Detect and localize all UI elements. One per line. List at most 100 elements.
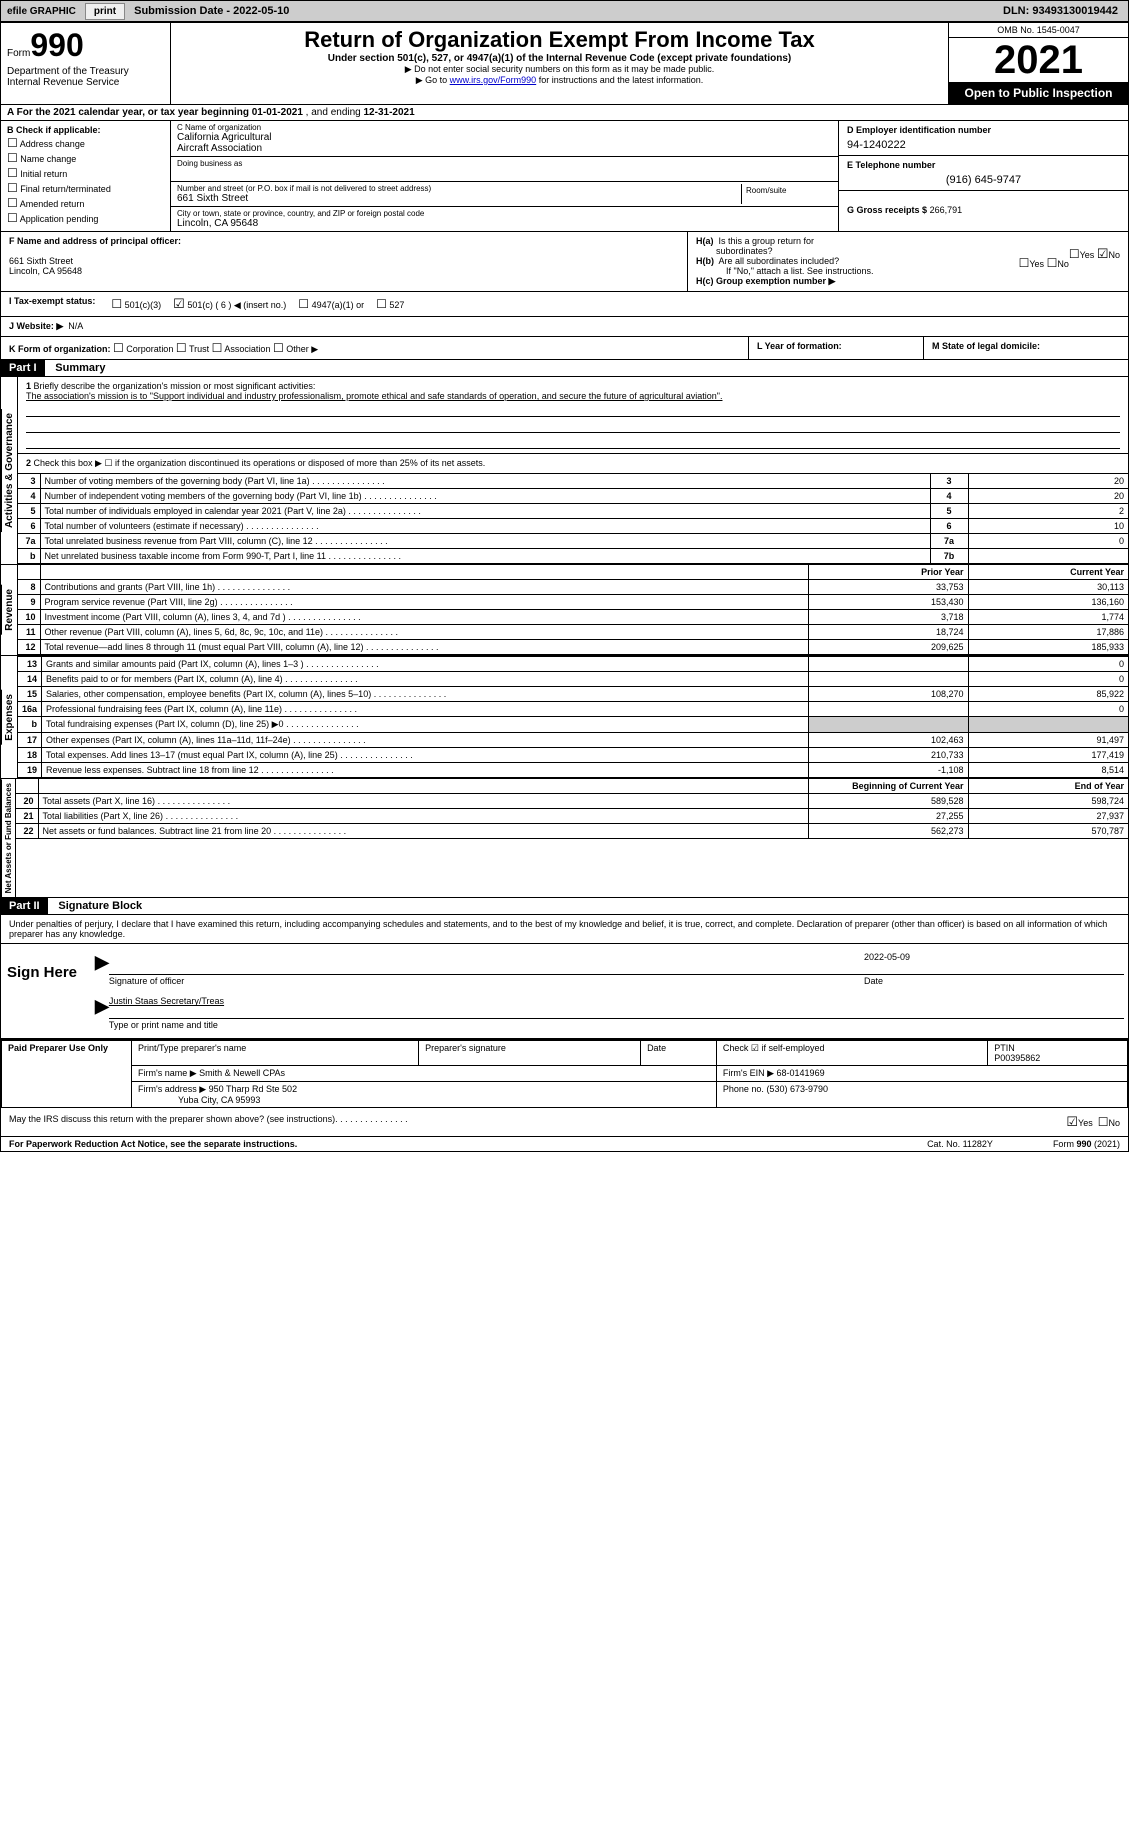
hc-label: H(c) Group exemption number ▶	[696, 276, 835, 286]
principal-officer-label: F Name and address of principal officer:	[9, 236, 181, 246]
vtab-netassets: Net Assets or Fund Balances	[1, 779, 15, 897]
check-self-employed: Check ☑ if self-employed	[716, 1041, 987, 1066]
ein-block: D Employer identification number 94-1240…	[839, 121, 1128, 156]
row-i: I Tax-exempt status: ☐ 501(c)(3) ☑ 501(c…	[1, 292, 1128, 317]
firm-name-cell: Firm's name ▶ Smith & Newell CPAs	[132, 1066, 717, 1082]
ptin-cell: PTINP00395862	[988, 1041, 1128, 1066]
dba-label: Doing business as	[177, 159, 832, 168]
officer-name: Justin Staas Secretary/Treas	[109, 996, 224, 1006]
chk-lbl: Application pending	[20, 214, 99, 224]
form-number: 990	[30, 27, 83, 63]
chk-address-change[interactable]: ☐ Address change	[7, 136, 164, 150]
ein-label: D Employer identification number	[847, 125, 991, 135]
org-name-2: Aircraft Association	[177, 143, 832, 154]
discuss-label: May the IRS discuss this return with the…	[9, 1114, 335, 1130]
header-mid: Return of Organization Exempt From Incom…	[171, 23, 948, 104]
opt-assoc: Association	[224, 344, 270, 354]
row-j: J Website: ▶ N/A	[1, 317, 1128, 337]
chk-lbl: Initial return	[20, 169, 67, 179]
vtab-activities: Activities & Governance	[1, 409, 17, 532]
firm-ein: 68-0141969	[777, 1068, 825, 1078]
ag-table: 3Number of voting members of the governi…	[18, 473, 1128, 564]
tel-label: E Telephone number	[847, 160, 935, 170]
irs-link[interactable]: www.irs.gov/Form990	[450, 75, 537, 85]
no-label: No	[1108, 250, 1120, 260]
opt-527: 527	[389, 300, 404, 310]
chk-lbl: Amended return	[20, 199, 85, 209]
header-left: Form990 Department of the Treasury Inter…	[1, 23, 171, 104]
col-c: C Name of organization California Agricu…	[171, 121, 838, 231]
chk-amended-return[interactable]: ☐ Amended return	[7, 196, 164, 210]
chk-application-pending[interactable]: ☐ Application pending	[7, 211, 164, 225]
officer-addr1: 661 Sixth Street	[9, 256, 73, 266]
table-row: 20Total assets (Part X, line 16)589,5285…	[16, 794, 1128, 809]
dln: DLN: 93493130019442	[1003, 5, 1128, 17]
row-a: A For the 2021 calendar year, or tax yea…	[1, 105, 1128, 121]
form-header: Form990 Department of the Treasury Inter…	[1, 23, 1128, 105]
col-b: B Check if applicable: ☐ Address change …	[1, 121, 171, 231]
line2-block: 2 Check this box ▶ ☐ if the organization…	[18, 454, 1128, 473]
part2-header: Part II	[1, 898, 48, 914]
firm-addr-cell: Firm's address ▶ 950 Tharp Rd Ste 502Yub…	[132, 1082, 717, 1108]
table-row: 6Total number of volunteers (estimate if…	[18, 519, 1128, 534]
form-990: Form990 Department of the Treasury Inter…	[0, 22, 1129, 1152]
city: Lincoln, CA 95648	[177, 218, 832, 229]
tax-year: 2021	[949, 38, 1128, 82]
l1-label: Briefly describe the organization's miss…	[34, 381, 316, 391]
print-button[interactable]: print	[85, 3, 125, 20]
no-label: No	[1108, 1118, 1120, 1128]
table-header: Beginning of Current YearEnd of Year	[16, 779, 1128, 794]
discuss-yesno: ☑Yes ☐No	[1066, 1114, 1120, 1130]
part1-exp: Expenses 13Grants and similar amounts pa…	[1, 656, 1128, 779]
officer-addr2: Lincoln, CA 95648	[9, 266, 82, 276]
l-label: L Year of formation:	[757, 341, 842, 351]
chk-final-return[interactable]: ☐ Final return/terminated	[7, 181, 164, 195]
top-toolbar: efile GRAPHIC print Submission Date - 20…	[0, 0, 1129, 22]
chk-initial-return[interactable]: ☐ Initial return	[7, 166, 164, 180]
tel-block: E Telephone number (916) 645-9747	[839, 156, 1128, 191]
k-label: K Form of organization:	[9, 344, 111, 354]
part2-title: Signature Block	[50, 900, 142, 912]
chk-name-change[interactable]: ☐ Name change	[7, 151, 164, 165]
ein: 94-1240222	[847, 135, 1120, 151]
tax-exempt-options: ☐ 501(c)(3) ☑ 501(c) ( 6 ) ◀ (insert no.…	[103, 292, 412, 316]
note2-pre: ▶ Go to	[416, 75, 450, 85]
opt-4947: 4947(a)(1) or	[312, 300, 365, 310]
footer-mid: Cat. No. 11282Y	[927, 1139, 993, 1149]
ptin: P00395862	[994, 1053, 1040, 1063]
table-row: 21Total liabilities (Part X, line 26)27,…	[16, 809, 1128, 824]
sign-here-label: Sign Here	[1, 944, 91, 1038]
col-b-title: B Check if applicable:	[7, 125, 101, 135]
row-k: K Form of organization: ☐ Corporation ☐ …	[1, 337, 1128, 360]
org-name-label: C Name of organization	[177, 123, 832, 132]
form-subtitle: Under section 501(c), 527, or 4947(a)(1)…	[179, 53, 940, 64]
table-header: Prior YearCurrent Year	[18, 565, 1128, 580]
note-ssn: ▶ Do not enter social security numbers o…	[179, 64, 940, 75]
preparer-sig-label: Preparer's signature	[419, 1041, 641, 1066]
firm-name: Smith & Newell CPAs	[199, 1068, 285, 1078]
col-d: D Employer identification number 94-1240…	[838, 121, 1128, 231]
opt-corp: Corporation	[126, 344, 173, 354]
firm-addr2: Yuba City, CA 95993	[138, 1093, 300, 1107]
city-block: City or town, state or province, country…	[171, 207, 838, 231]
table-row: 15Salaries, other compensation, employee…	[18, 687, 1128, 702]
part1-header: Part I	[1, 360, 45, 376]
exp-table: 13Grants and similar amounts paid (Part …	[18, 656, 1128, 778]
date-label: Date	[864, 976, 1124, 986]
page-footer: For Paperwork Reduction Act Notice, see …	[1, 1136, 1128, 1151]
table-row: 9Program service revenue (Part VIII, lin…	[18, 595, 1128, 610]
open-to-public: Open to Public Inspection	[949, 82, 1128, 104]
chk-lbl: Name change	[20, 154, 76, 164]
form-label: Form	[7, 48, 30, 59]
vtab-revenue: Revenue	[1, 585, 17, 635]
m-state: M State of legal domicile:	[923, 337, 1128, 359]
preparer-date-label: Date	[641, 1041, 717, 1066]
table-row: 17Other expenses (Part IX, column (A), l…	[18, 733, 1128, 748]
preparer-name-label: Print/Type preparer's name	[132, 1041, 419, 1066]
gross-label: G Gross receipts $	[847, 205, 927, 215]
website-val: N/A	[68, 321, 83, 332]
part1-header-row: Part I Summary	[1, 360, 1128, 377]
sign-here-section: Sign Here ▶ 2022-05-09 Signature of offi…	[1, 944, 1128, 1040]
table-row: 13Grants and similar amounts paid (Part …	[18, 657, 1128, 672]
penalty-text: Under penalties of perjury, I declare th…	[1, 915, 1128, 944]
